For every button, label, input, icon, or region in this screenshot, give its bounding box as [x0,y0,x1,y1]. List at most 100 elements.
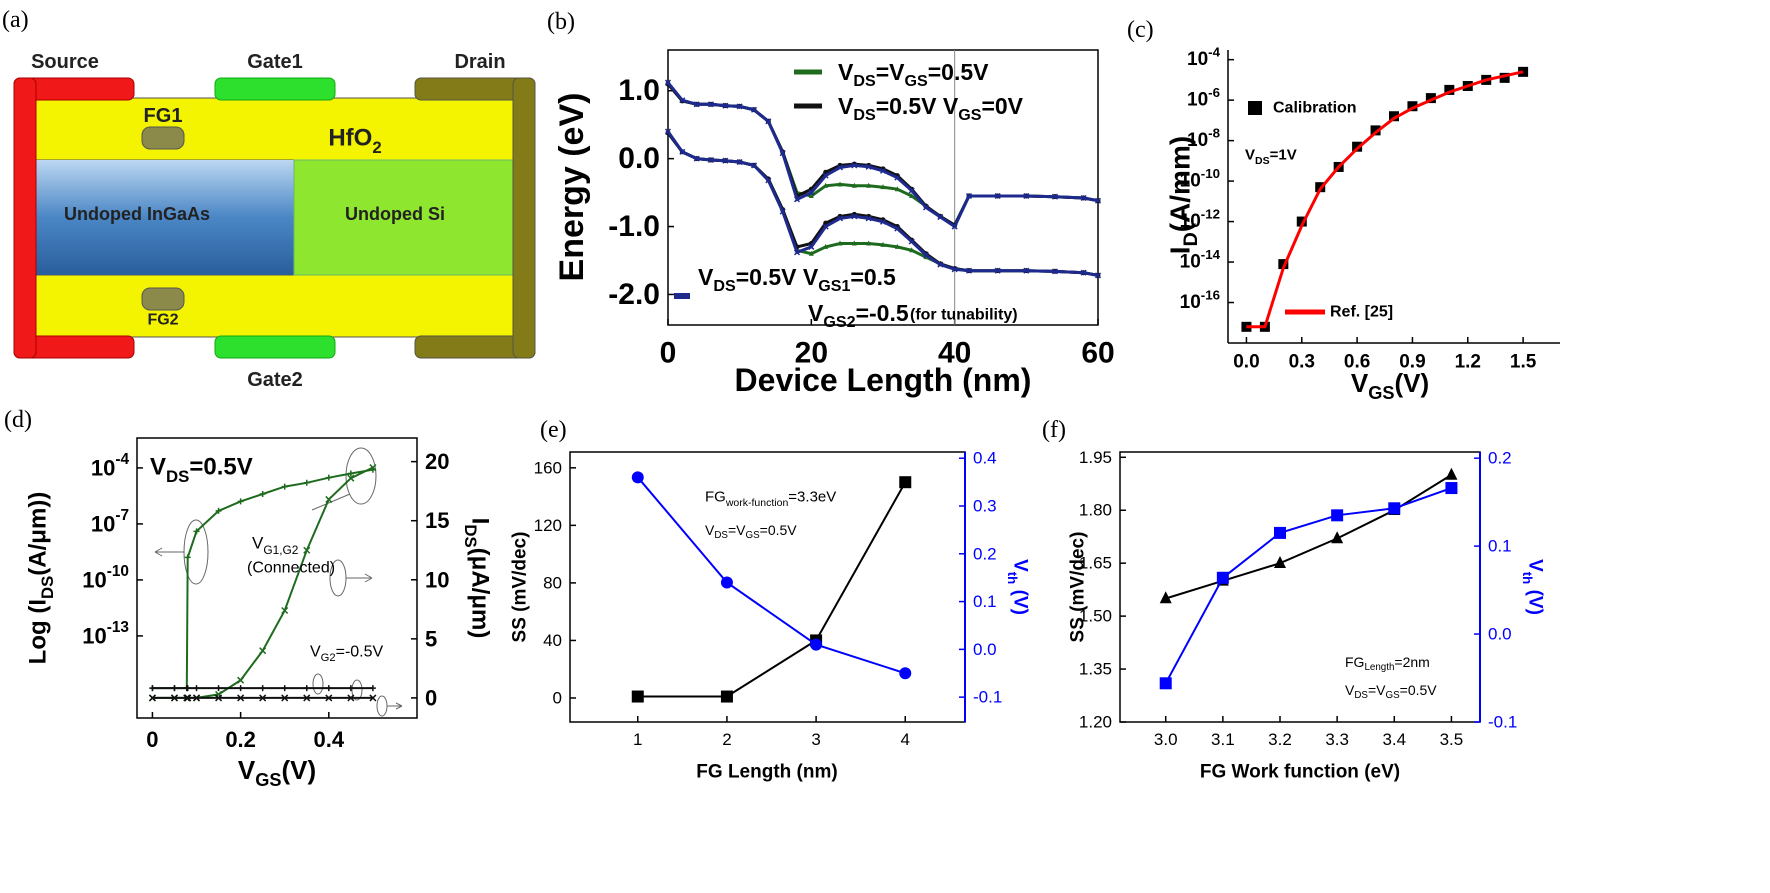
marker [237,676,245,684]
x-axis-label: VGS(V) [238,755,316,790]
legend-label: VDS=VGS=0.5V [838,59,989,90]
x-tick-label: 3.1 [1211,730,1235,749]
marker [808,189,815,196]
y2-tick-label: 20 [425,449,449,474]
floating-gate [141,126,185,150]
marker [1370,125,1381,136]
gate-contact [214,77,336,101]
x-axis-label: FG Length (nm) [696,762,837,783]
marker [707,101,715,108]
marker [1388,502,1401,515]
x-tick-label: 60 [1081,337,1114,370]
marker [865,215,872,222]
x-tick-label: 1 [633,730,642,749]
y-tick-label: 10-4 [91,451,130,481]
marker [347,694,355,702]
annotation: VG2=-0.5V [310,644,384,665]
marker [1094,272,1102,279]
series-line [1246,70,1524,329]
x-tick-label: 20 [795,337,828,370]
marker [951,223,958,230]
y-tick-label: 10-10 [1180,166,1220,192]
marker [836,215,844,222]
marker [171,685,178,692]
plot-frame [569,451,966,723]
x-tick-label: 0.3 [1289,352,1315,373]
marker [303,479,310,486]
marker [192,694,201,702]
x-tick-label: 0.6 [1344,352,1370,373]
marker [779,208,786,215]
x-tick-label: 40 [938,337,971,370]
marker [720,576,733,589]
marker [707,156,715,164]
ingaas-region [36,160,294,275]
marker [1518,66,1529,77]
series-line [1165,474,1452,600]
y2-tick-label: 0.4 [973,449,997,468]
marker [693,101,700,108]
marker [259,694,267,702]
marker [1389,111,1399,122]
x-tick-label: 0.4 [314,727,345,752]
source-contact [13,77,37,359]
device-diagram: (a) Source Gate1 Drain FG1 HfO2 Undoped … [2,7,536,391]
y-tick-label: 1.0 [618,74,660,107]
y2-tick-label: 0.3 [973,497,997,516]
marker [1023,267,1030,274]
y-tick-label: 10-7 [91,507,129,537]
marker [779,150,786,157]
y-tick-label: 10-10 [82,563,129,593]
panel-label: (c) [1127,17,1154,43]
marker [1051,193,1059,200]
y2-tick-label: 0.0 [973,640,997,659]
marker [851,213,858,220]
annotation: VG1,G2 [252,534,299,558]
y-tick-label: 10-4 [1187,45,1221,70]
marker [899,476,912,489]
y-tick-label: 1.50 [1079,607,1112,626]
y2-axis-label: IDS(μA/μm) [461,518,494,639]
annotation: VDS=0.5V [150,454,253,487]
annotation: FGwork-function=3.3eV [705,489,836,510]
marker [736,159,743,166]
marker [1444,84,1455,95]
marker [722,102,729,109]
x-tick-label: 2 [722,730,731,749]
y-tick-label: 1.20 [1079,713,1112,732]
y-tick-label: 40 [543,631,562,650]
marker [899,667,912,680]
x-tick-label: 3 [811,730,820,749]
marker [880,184,886,190]
y-tick-label: 10-13 [82,619,129,649]
marker [808,192,814,198]
y2-tick-label: 0 [425,685,437,710]
marker [1499,72,1510,83]
marker [793,196,801,203]
oxide-bottom [35,274,515,338]
y-tick-label: 10-12 [1180,207,1220,233]
marker [631,690,644,703]
panel-label: (b) [547,9,575,35]
marker [822,172,829,179]
marker [1331,531,1344,544]
marker [851,162,858,169]
marker [866,240,872,246]
marker [259,647,267,655]
marker [1407,101,1418,112]
marker [808,243,815,250]
marker [722,157,729,164]
marker [303,685,310,692]
drain-contact [512,77,536,359]
marker [750,106,758,113]
oxide-top [35,97,515,161]
marker [837,240,843,246]
y2-tick-label: 0.2 [973,544,997,563]
marker [347,685,354,692]
marker [237,694,245,702]
legend-label: VDS=0.5V VGS1=0.5 [698,264,896,295]
marker [149,685,156,692]
marker [193,528,200,535]
floating-gate [141,287,185,311]
marker [215,685,222,692]
